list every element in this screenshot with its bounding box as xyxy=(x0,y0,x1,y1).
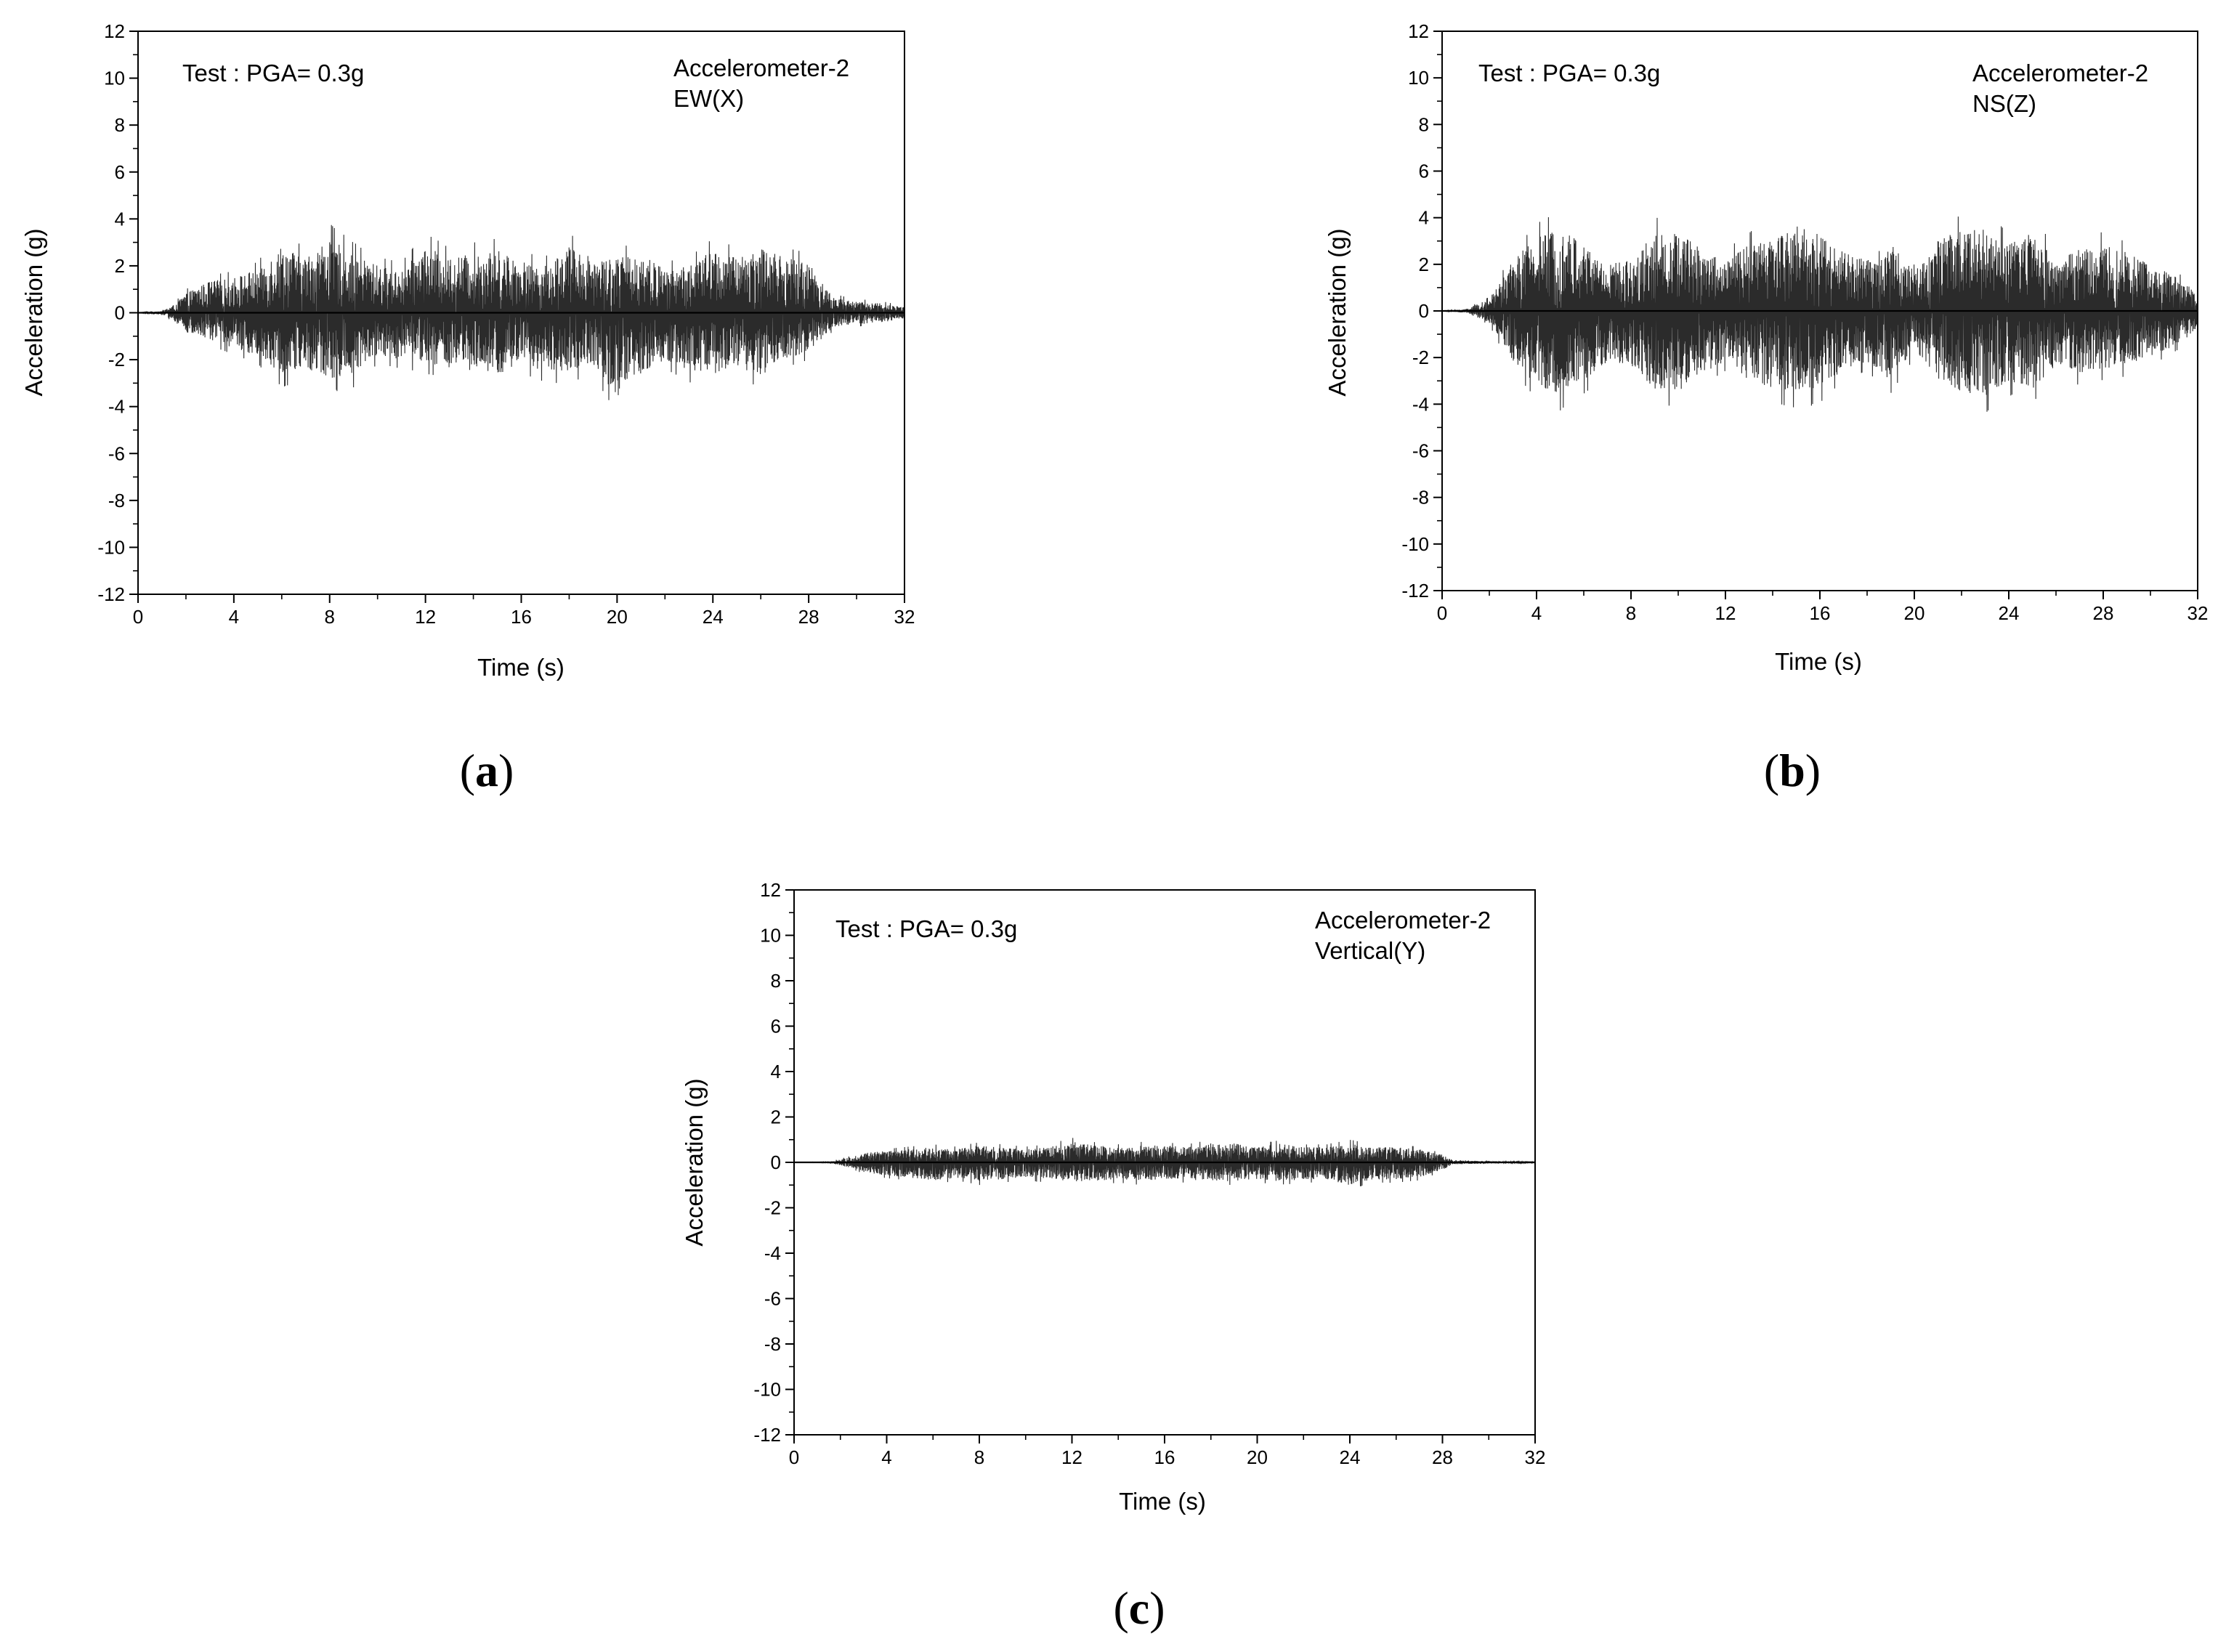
x-tick-label: 12 xyxy=(1715,602,1736,624)
x-axis-title: Time (s) xyxy=(1775,648,1862,675)
y-tick-label: 2 xyxy=(1419,254,1429,275)
y-tick-label: 12 xyxy=(760,879,781,901)
y-tick-label: -12 xyxy=(1401,580,1429,602)
caption-letter: c xyxy=(1129,1582,1149,1634)
panel-caption: (c) xyxy=(1113,1582,1165,1634)
y-tick-label: -10 xyxy=(753,1379,781,1401)
y-tick-label: -4 xyxy=(764,1242,781,1264)
sensor-label: Accelerometer-2 xyxy=(1315,907,1491,934)
x-tick-label: 4 xyxy=(1531,602,1542,624)
direction-label: Vertical(Y) xyxy=(1315,937,1425,964)
x-tick-label: 28 xyxy=(798,606,819,628)
x-tick-label: 8 xyxy=(1626,602,1636,624)
y-tick-label: 0 xyxy=(1419,300,1429,322)
x-tick-label: 12 xyxy=(1061,1446,1082,1468)
direction-label: NS(Z) xyxy=(1972,90,2036,117)
y-tick-label: -4 xyxy=(108,396,125,418)
y-tick-label: 4 xyxy=(1419,207,1429,229)
y-tick-label: -6 xyxy=(764,1288,781,1310)
y-tick-label: -10 xyxy=(97,536,125,558)
y-tick-label: -2 xyxy=(764,1197,781,1219)
y-tick-label: -6 xyxy=(108,442,125,464)
x-tick-label: 28 xyxy=(2093,602,2114,624)
acceleration-trace xyxy=(1441,216,2198,412)
x-tick-label: 0 xyxy=(1437,602,1447,624)
x-tick-label: 24 xyxy=(1999,602,2020,624)
y-axis-title: Acceleration (g) xyxy=(681,1078,708,1246)
x-tick-label: 4 xyxy=(881,1446,891,1468)
x-tick-label: 20 xyxy=(607,606,628,628)
direction-label: EW(X) xyxy=(673,85,744,112)
x-tick-label: 16 xyxy=(511,606,532,628)
test-annotation: Test : PGA= 0.3g xyxy=(835,915,1017,942)
x-tick-label: 16 xyxy=(1810,602,1831,624)
y-tick-label: 10 xyxy=(1408,67,1429,89)
y-tick-label: -8 xyxy=(108,490,125,511)
x-tick-label: 24 xyxy=(703,606,724,628)
y-tick-label: -6 xyxy=(1412,440,1429,462)
y-tick-label: 0 xyxy=(771,1151,781,1173)
y-tick-label: 0 xyxy=(115,302,125,324)
x-tick-label: 28 xyxy=(1432,1446,1453,1468)
y-tick-label: -4 xyxy=(1412,393,1429,415)
y-tick-label: -8 xyxy=(764,1333,781,1355)
x-tick-label: 12 xyxy=(415,606,436,628)
y-tick-label: 12 xyxy=(104,20,125,42)
y-axis-title: Acceleration (g) xyxy=(20,228,47,396)
sensor-label: Accelerometer-2 xyxy=(1972,60,2148,86)
x-tick-label: 20 xyxy=(1247,1446,1268,1468)
x-tick-label: 16 xyxy=(1154,1446,1175,1468)
y-tick-label: 4 xyxy=(771,1061,781,1082)
y-tick-label: 8 xyxy=(1419,113,1429,135)
x-tick-label: 4 xyxy=(229,606,239,628)
y-tick-label: 2 xyxy=(771,1106,781,1128)
y-tick-label: 8 xyxy=(115,114,125,136)
x-axis-title: Time (s) xyxy=(477,654,564,681)
acceleration-trace xyxy=(137,224,905,400)
x-tick-label: 0 xyxy=(133,606,143,628)
y-tick-label: -10 xyxy=(1401,533,1429,555)
panel-caption: (b) xyxy=(1764,745,1821,796)
y-tick-label: 10 xyxy=(104,68,125,89)
y-tick-label: -2 xyxy=(108,349,125,371)
y-tick-label: 12 xyxy=(1408,20,1429,42)
y-tick-label: 6 xyxy=(1419,161,1429,182)
panel-caption: (a) xyxy=(460,745,514,796)
y-tick-label: -2 xyxy=(1412,347,1429,368)
x-tick-label: 32 xyxy=(1525,1446,1546,1468)
sensor-label: Accelerometer-2 xyxy=(673,54,849,81)
test-annotation: Test : PGA= 0.3g xyxy=(182,60,364,86)
y-tick-label: -12 xyxy=(753,1424,781,1446)
x-axis-title: Time (s) xyxy=(1119,1488,1206,1515)
x-tick-label: 32 xyxy=(2187,602,2209,624)
x-tick-label: 24 xyxy=(1340,1446,1361,1468)
y-tick-label: 6 xyxy=(771,1016,781,1037)
y-tick-label: 8 xyxy=(771,970,781,992)
x-tick-label: 8 xyxy=(325,606,335,628)
y-tick-label: 2 xyxy=(115,255,125,277)
y-axis-title: Acceleration (g) xyxy=(1324,228,1351,396)
x-tick-label: 0 xyxy=(789,1446,799,1468)
x-tick-label: 20 xyxy=(1904,602,1925,624)
y-tick-label: 4 xyxy=(115,208,125,230)
caption-letter: b xyxy=(1779,745,1805,796)
y-tick-label: 6 xyxy=(115,161,125,183)
test-annotation: Test : PGA= 0.3g xyxy=(1478,60,1660,86)
y-tick-label: -8 xyxy=(1412,487,1429,509)
y-tick-label: -12 xyxy=(97,583,125,605)
x-tick-label: 8 xyxy=(974,1446,984,1468)
caption-letter: a xyxy=(475,745,498,796)
y-tick-label: 10 xyxy=(760,925,781,947)
x-tick-label: 32 xyxy=(894,606,915,628)
